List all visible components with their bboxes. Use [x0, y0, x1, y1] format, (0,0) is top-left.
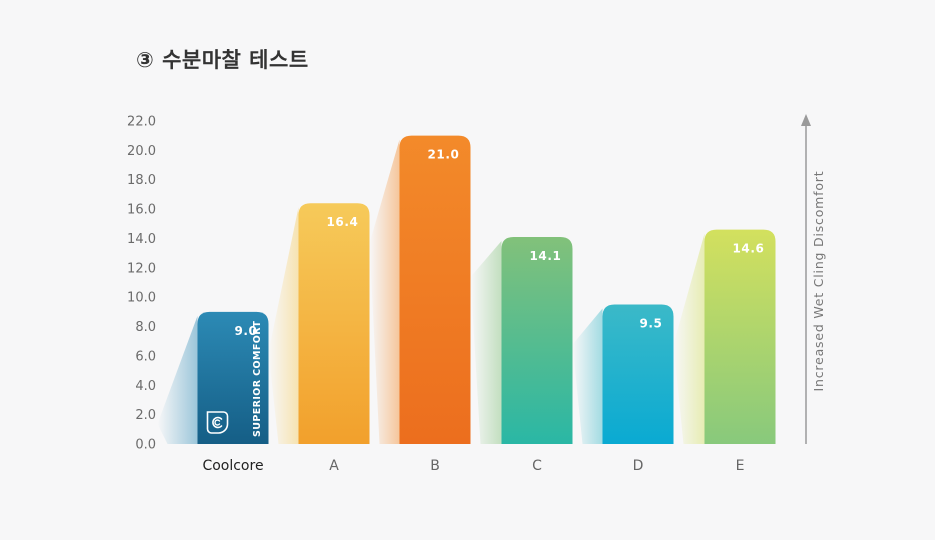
y-tick-label: 22.0	[127, 115, 156, 130]
bar-coolcore	[197, 311, 269, 444]
y-tick-label: 20.0	[127, 144, 156, 159]
bar-shadow	[268, 207, 299, 444]
x-tick-label: C	[532, 458, 542, 474]
bar-shadow	[572, 308, 603, 444]
y-tick-label: 16.0	[127, 203, 156, 218]
y-tick-label: 12.0	[127, 261, 156, 276]
y-tick-label: 18.0	[127, 173, 156, 188]
bar-e	[704, 229, 776, 444]
bar-b	[399, 135, 471, 444]
data-label: 16.4	[326, 215, 358, 229]
bar-shadow	[673, 233, 705, 444]
data-label: 21.0	[427, 148, 459, 162]
bar-shadow	[470, 240, 502, 444]
data-label: 9.5	[639, 317, 662, 331]
bar-shadow	[157, 315, 198, 444]
coolcore-logo-icon	[206, 411, 229, 434]
data-label: 14.1	[529, 249, 561, 263]
y-tick-label: 6.0	[135, 349, 156, 364]
y-tick-label: 0.0	[135, 438, 156, 453]
bar-shadow	[369, 139, 400, 444]
y-axis-label: Increased Wet Cling Discomfort	[811, 171, 826, 392]
superior-comfort-tag: SUPERIOR COMFORT	[252, 320, 263, 437]
bar-c	[501, 236, 573, 444]
x-tick-label: D	[633, 458, 644, 474]
x-tick-label: A	[329, 458, 339, 474]
data-label: 9.0	[234, 324, 257, 338]
x-tick-label: E	[736, 458, 745, 474]
y-axis-arrow-head	[801, 114, 811, 126]
y-tick-label: 8.0	[135, 320, 156, 335]
bar-a	[298, 203, 370, 444]
x-tick-label: B	[430, 458, 440, 474]
y-tick-label: 2.0	[135, 408, 156, 423]
y-axis-indicator: Increased Wet Cling Discomfort	[801, 114, 826, 444]
bar-d	[602, 304, 674, 444]
y-tick-label: 14.0	[127, 232, 156, 247]
y-tick-label: 10.0	[127, 291, 156, 306]
data-label: 14.6	[732, 242, 764, 256]
chart-title: ③ 수분마찰 테스트	[136, 48, 309, 72]
x-tick-label: Coolcore	[202, 458, 263, 474]
y-tick-label: 4.0	[135, 379, 156, 394]
